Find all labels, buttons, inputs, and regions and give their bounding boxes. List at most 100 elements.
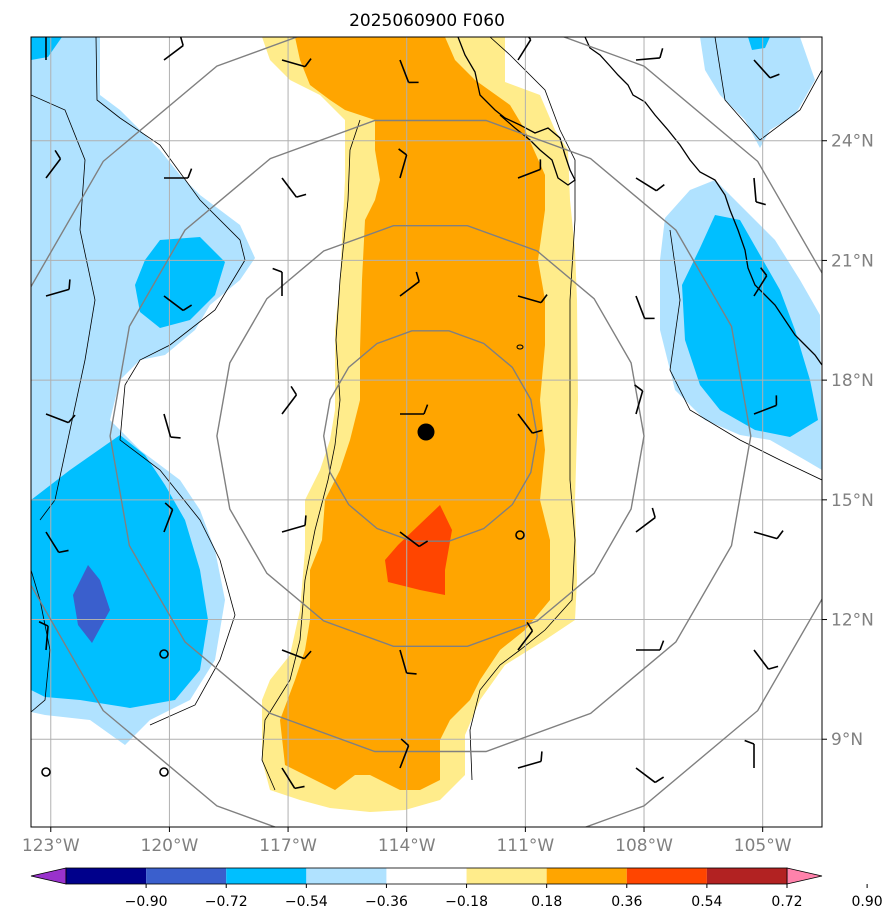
- wind-barb: [399, 738, 410, 769]
- wind-barb: [635, 295, 655, 320]
- wind-barb: [281, 515, 307, 533]
- colorbar-swatch: [146, 868, 227, 884]
- wind-barbs: [38, 37, 784, 790]
- wind-barb: [45, 37, 47, 60]
- wind-barb: [164, 168, 193, 179]
- wind-barb: [281, 385, 298, 415]
- longitude-tick-label: 123°W: [22, 836, 80, 856]
- contour-orange-red: [385, 505, 452, 595]
- colorbar-swatch: [546, 868, 627, 884]
- colorbar-swatch: [226, 868, 307, 884]
- latitude-tick-label: 12°N: [831, 611, 874, 631]
- wind-barb: [281, 767, 305, 790]
- wind-barb: [634, 384, 644, 415]
- wind-barb: [45, 149, 62, 179]
- latitude-tick-label: 18°N: [831, 371, 874, 391]
- wind-barb: [517, 413, 543, 434]
- latitude-tick-label: 9°N: [831, 730, 863, 750]
- colorbar-swatch: [306, 868, 387, 884]
- range-ring: [109, 119, 752, 753]
- colorbar-tick-label: −0.18: [445, 894, 488, 910]
- colorbar-swatch: [626, 868, 707, 884]
- range-ring: [216, 224, 645, 647]
- wind-barb: [635, 507, 656, 533]
- wind-barb: [635, 48, 664, 61]
- map-frame: [30, 36, 823, 828]
- wind-barb: [163, 37, 184, 61]
- calm-wind-marker: [41, 767, 51, 777]
- wind-barb: [636, 640, 665, 651]
- wind-barb: [45, 413, 76, 424]
- coastline: [457, 37, 822, 366]
- wind-barb: [517, 751, 543, 769]
- wind-barb: [281, 177, 307, 198]
- contour-royal-blue: [73, 565, 110, 643]
- colorbar-tick-label: −0.54: [285, 894, 328, 910]
- storm-center-marker: [417, 423, 435, 441]
- latitude-tick-label: 15°N: [831, 491, 874, 511]
- wind-barb: [45, 279, 71, 297]
- wind-barb: [163, 413, 181, 439]
- wind-barb: [399, 271, 420, 297]
- wind-barb: [753, 649, 779, 670]
- colorbar-swatch: [706, 868, 787, 884]
- wind-barb: [400, 404, 429, 415]
- contour-lines: [31, 37, 822, 791]
- colorbar-tick-label: −0.72: [205, 894, 248, 910]
- colorbar-swatch: [466, 868, 547, 884]
- coastline-island: [516, 344, 524, 350]
- colorbar-frame: [65, 867, 788, 885]
- colorbar-tick-label: −0.90: [125, 894, 168, 910]
- map-area: [31, 37, 822, 827]
- wind-barb: [517, 37, 532, 61]
- colorbar-swatch: [386, 868, 467, 884]
- colorbar-tick-label: 0.72: [771, 894, 802, 910]
- longitude-tick-label: 120°W: [141, 836, 199, 856]
- figure-title: 2025060900 F060: [349, 11, 505, 31]
- wind-barb: [635, 767, 665, 784]
- wind-barb: [399, 649, 417, 675]
- wind-barb: [281, 649, 312, 660]
- wind-barb: [281, 58, 312, 68]
- wind-barb: [753, 267, 768, 297]
- wind-barb: [272, 267, 283, 296]
- calm-wind-markers: [41, 530, 525, 777]
- wind-barb: [635, 177, 665, 192]
- latitude-tick-label: 24°N: [831, 132, 874, 152]
- calm-wind-marker: [159, 649, 169, 659]
- wind-barb: [744, 739, 755, 768]
- contour-deep-sky-blue: [31, 37, 818, 708]
- longitude-tick-label: 114°W: [378, 836, 436, 856]
- wind-barb: [753, 59, 780, 79]
- colorbar-extend-low: [30, 867, 67, 885]
- colorbar-tick-label: 0.54: [691, 894, 722, 910]
- wind-barb: [517, 294, 548, 304]
- colorbar: −0.90 −0.72 −0.54 −0.36 −0.18 0.18 0.36 0.54 0.7…: [30, 867, 883, 910]
- colorbar-tick-label: −0.36: [365, 894, 408, 910]
- colorbar-tick-label: 0.36: [611, 894, 642, 910]
- colorbar-tick-label: 0.18: [531, 894, 562, 910]
- colorbar-swatch: [66, 868, 147, 884]
- wind-barb: [517, 159, 542, 179]
- wind-barb: [38, 621, 49, 651]
- longitude-tick-label: 108°W: [615, 836, 673, 856]
- wind-barb: [398, 148, 408, 179]
- longitude-tick-label: 105°W: [734, 836, 792, 856]
- longitude-ticks: 123°W 120°W 117°W 114°W 111°W 108°W 105°W: [22, 827, 792, 856]
- wind-barb: [163, 295, 193, 312]
- wind-barb: [753, 177, 766, 206]
- calm-wind-marker: [159, 767, 169, 777]
- wind-barb: [163, 502, 174, 533]
- calm-wind-marker: [515, 530, 525, 540]
- colorbar-tick-label: 0.90: [852, 894, 883, 910]
- wind-barb: [517, 621, 534, 651]
- longitude-tick-label: 117°W: [259, 836, 317, 856]
- wind-barb: [45, 531, 69, 554]
- longitude-tick-label: 111°W: [496, 836, 554, 856]
- wind-barb: [753, 530, 784, 540]
- wind-barb: [753, 395, 778, 415]
- wind-barb: [399, 531, 429, 548]
- wind-barb: [399, 59, 419, 84]
- colorbar-extend-high: [786, 867, 823, 885]
